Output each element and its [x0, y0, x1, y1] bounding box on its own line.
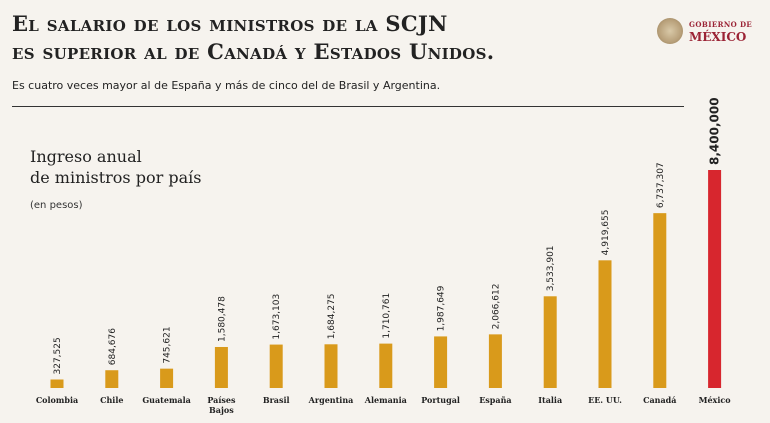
bar-value-label: 684,676: [108, 328, 118, 365]
bar-value-label: 1,710,761: [382, 293, 392, 339]
gobierno-logo: GOBIERNO DE MÉXICO: [655, 14, 760, 54]
category-label: EE. UU.: [588, 395, 622, 405]
coat-of-arms-icon: [657, 18, 683, 44]
bar-5: [324, 344, 338, 388]
bar-3: [214, 346, 228, 388]
category-label: España: [479, 395, 511, 405]
title-line-2: es superior al de Canadá y Estados Unido…: [12, 39, 495, 64]
title-line-1: El salario de los ministros de la SCJN: [12, 11, 448, 36]
bar-value-label: 3,533,901: [546, 245, 556, 291]
bar-12: [708, 170, 722, 388]
bar-0: [50, 379, 64, 388]
page-subtitle: Es cuatro veces mayor al de España y más…: [12, 79, 441, 92]
bar-value-label: 1,673,103: [272, 294, 282, 340]
bar-8: [488, 334, 502, 388]
category-label: México: [699, 395, 732, 405]
bar-1: [105, 370, 119, 388]
bar-7: [434, 336, 448, 388]
logo-line-1: GOBIERNO DE: [689, 20, 753, 29]
bar-9: [543, 296, 557, 388]
chart-title-line-2: de ministros por país: [30, 168, 202, 187]
category-label: Canadá: [643, 395, 676, 405]
bar-10: [598, 260, 612, 388]
bar-value-label: 6,737,307: [656, 162, 666, 208]
bar-value-label: 8,400,000: [708, 97, 722, 165]
bar-11: [653, 213, 667, 388]
bar-value-label: 327,525: [53, 337, 63, 374]
category-label: Bajos: [209, 405, 234, 415]
logo-line-2: MÉXICO: [689, 30, 747, 44]
category-label: Portugal: [421, 395, 460, 405]
category-label: Guatemala: [142, 395, 191, 405]
category-label: Argentina: [308, 395, 354, 405]
bar-2: [160, 368, 174, 388]
bar-value-label: 4,919,655: [601, 210, 611, 256]
category-label: Colombia: [36, 395, 78, 405]
bar-6: [379, 343, 393, 388]
category-label: Chile: [100, 395, 123, 405]
bar-value-label: 745,621: [163, 326, 173, 363]
chart-unit: (en pesos): [30, 200, 83, 211]
category-label: Alemania: [364, 395, 407, 405]
bars-group: [50, 170, 722, 388]
page-title: El salario de los ministros de la SCJN e…: [12, 10, 632, 66]
category-label: Países: [207, 395, 236, 405]
chart-title: Ingreso anual de ministros por país: [30, 146, 201, 188]
bar-value-label: 1,580,478: [217, 296, 227, 342]
category-label: Italia: [538, 395, 562, 405]
header-divider: [12, 106, 684, 107]
bar-value-label: 1,987,649: [437, 285, 447, 331]
bar-value-label: 1,684,275: [327, 293, 337, 339]
chart-title-line-1: Ingreso anual: [30, 147, 142, 166]
bar-value-label: 2,066,612: [491, 284, 501, 330]
value-labels-group: 327,525 684,676 745,621 1,580,478 1,673,103 1…: [53, 97, 722, 374]
category-label: Brasil: [263, 395, 290, 405]
bar-4: [269, 344, 283, 388]
